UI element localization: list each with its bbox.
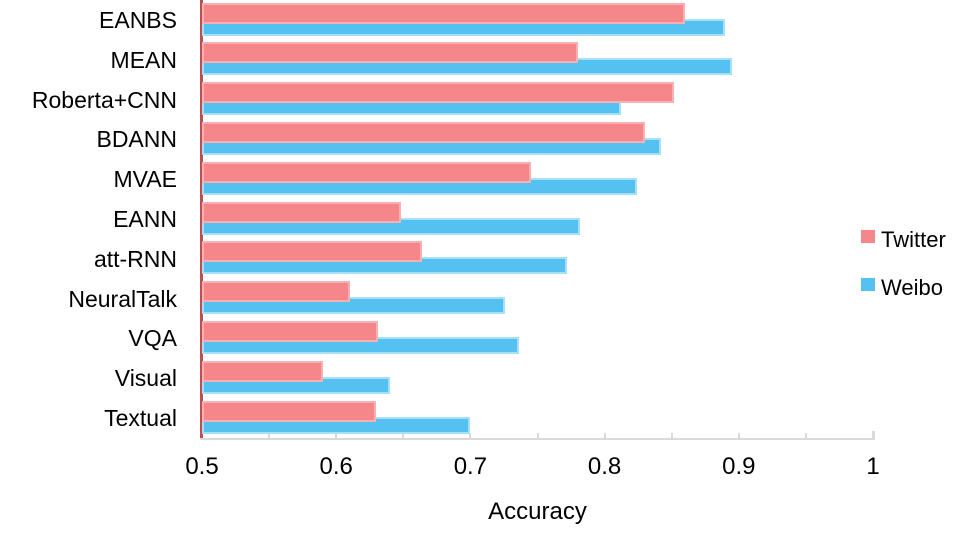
legend-label: Weibo <box>881 275 943 300</box>
x-axis-tick <box>536 433 539 438</box>
x-axis-line <box>200 438 875 440</box>
x-tick-label: 0.8 <box>587 453 622 480</box>
category-label: Textual <box>104 405 177 432</box>
x-axis-tick <box>804 433 807 438</box>
x-tick-label: 0.5 <box>185 453 219 480</box>
x-axis-endcap <box>872 431 875 440</box>
twitter-legend-swatch <box>861 230 875 243</box>
x-axis-tick <box>670 433 673 438</box>
weibo-legend-swatch <box>861 278 875 291</box>
x-axis-tick <box>268 433 271 438</box>
twitter-bar-eann <box>202 201 401 223</box>
category-label: MVAE <box>113 166 177 193</box>
category-label: Visual <box>114 365 177 392</box>
category-label: VQA <box>128 325 177 352</box>
twitter-bar-roberta-cnn <box>202 82 675 104</box>
twitter-bar-att-rnn <box>202 241 423 263</box>
x-axis-tick <box>603 433 606 438</box>
x-axis-title: Accuracy <box>488 498 587 525</box>
twitter-bar-mean <box>202 42 578 64</box>
twitter-bar-visual <box>202 360 323 382</box>
x-axis-tick <box>737 433 740 438</box>
x-tick-label: 1 <box>866 453 880 480</box>
twitter-bar-vqa <box>202 321 378 343</box>
category-label: att-RNN <box>93 245 177 272</box>
x-axis-tick <box>469 433 472 438</box>
category-label: EANN <box>113 206 177 232</box>
category-label: BDANN <box>96 126 177 153</box>
x-tick-label: 0.7 <box>453 453 488 480</box>
twitter-bar-mvae <box>202 161 531 183</box>
twitter-bar-textual <box>202 400 377 422</box>
twitter-bar-eanbs <box>202 2 686 24</box>
plot-area <box>202 0 873 438</box>
x-axis-tick <box>402 433 405 438</box>
category-label: NeuralTalk <box>68 285 177 312</box>
y-axis-line <box>200 0 203 440</box>
category-label: Roberta+CNN <box>31 86 177 113</box>
x-tick-label: 0.6 <box>319 453 353 480</box>
category-label: MEAN <box>110 46 177 73</box>
twitter-bar-neuraltalk <box>202 281 350 303</box>
legend-label: Twitter <box>881 227 946 252</box>
category-labels: EANBS MEAN Roberta+CNN BDANN MVAE EANN att-RNN… <box>0 0 177 438</box>
category-label: EANBS <box>99 6 177 33</box>
x-tick-label: 0.9 <box>722 453 756 480</box>
twitter-bar-bdann <box>202 121 645 143</box>
x-axis-tick <box>335 433 338 438</box>
